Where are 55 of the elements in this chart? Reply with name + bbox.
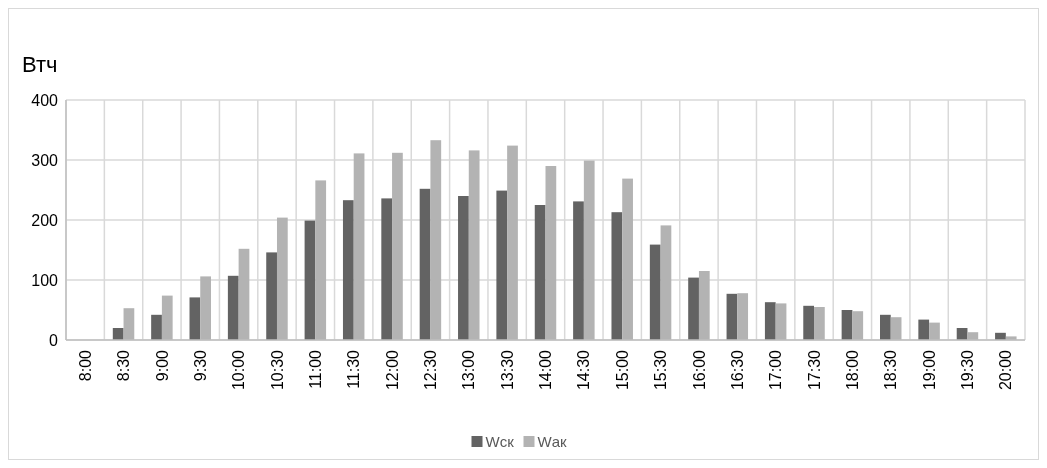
y-tick-label: 300 <box>31 151 59 169</box>
bar <box>381 198 393 340</box>
y-tick-label: 200 <box>31 211 59 229</box>
x-tick-label: 17:00 <box>767 349 785 391</box>
y-tick-label: 0 <box>49 331 59 349</box>
x-tick-label: 14:30 <box>575 349 593 391</box>
y-tick-label: 100 <box>31 271 59 289</box>
x-tick-label: 8:30 <box>115 349 133 382</box>
bar <box>189 297 201 340</box>
legend-label: Wск <box>485 433 515 451</box>
bar <box>304 220 316 340</box>
x-tick-label: 15:00 <box>613 349 631 391</box>
x-tick-label: 14:00 <box>537 349 555 391</box>
bar <box>649 244 661 340</box>
bar <box>266 252 277 340</box>
x-tick-label: 19:00 <box>920 349 938 391</box>
bar <box>611 212 623 340</box>
x-tick-label: 15:30 <box>652 349 670 391</box>
x-tick-label: 18:00 <box>843 349 861 391</box>
x-tick-label: 8:00 <box>76 349 94 382</box>
x-tick-label: 9:00 <box>153 349 171 382</box>
x-tick-label: 16:30 <box>728 349 746 391</box>
bar <box>342 200 354 340</box>
bar <box>880 314 891 340</box>
x-tick-label: 9:30 <box>191 349 209 382</box>
x-tick-label: 10:30 <box>268 349 286 391</box>
bar <box>573 201 584 340</box>
bar <box>764 302 776 340</box>
bar <box>112 328 124 340</box>
bar <box>496 190 508 340</box>
x-tick-label: 18:30 <box>882 349 900 391</box>
x-tick-label: 13:00 <box>460 349 478 391</box>
legend-label: Wак <box>537 433 567 451</box>
x-tick-label: 10:00 <box>230 349 248 391</box>
y-tick-label: 400 <box>31 91 59 109</box>
bar <box>534 205 546 340</box>
x-tick-label: 12:00 <box>383 349 401 391</box>
x-tick-label: 19:30 <box>959 349 977 391</box>
bar <box>419 188 431 340</box>
x-tick-label: 16:00 <box>690 349 708 391</box>
bar <box>726 293 738 340</box>
bar <box>227 275 239 340</box>
x-tick-label: 11:30 <box>345 349 363 389</box>
x-tick-label: 17:30 <box>805 349 823 391</box>
x-tick-label: 11:00 <box>306 349 324 389</box>
bar <box>151 314 162 340</box>
x-tick-label: 13:30 <box>498 349 516 391</box>
bar <box>918 319 930 340</box>
bar <box>458 196 469 340</box>
x-tick-label: 20:00 <box>997 349 1015 391</box>
bar <box>688 277 699 340</box>
y-axis-title: Втч <box>22 52 58 77</box>
bar <box>841 310 853 340</box>
bar <box>803 305 815 340</box>
x-tick-label: 12:30 <box>422 349 440 391</box>
